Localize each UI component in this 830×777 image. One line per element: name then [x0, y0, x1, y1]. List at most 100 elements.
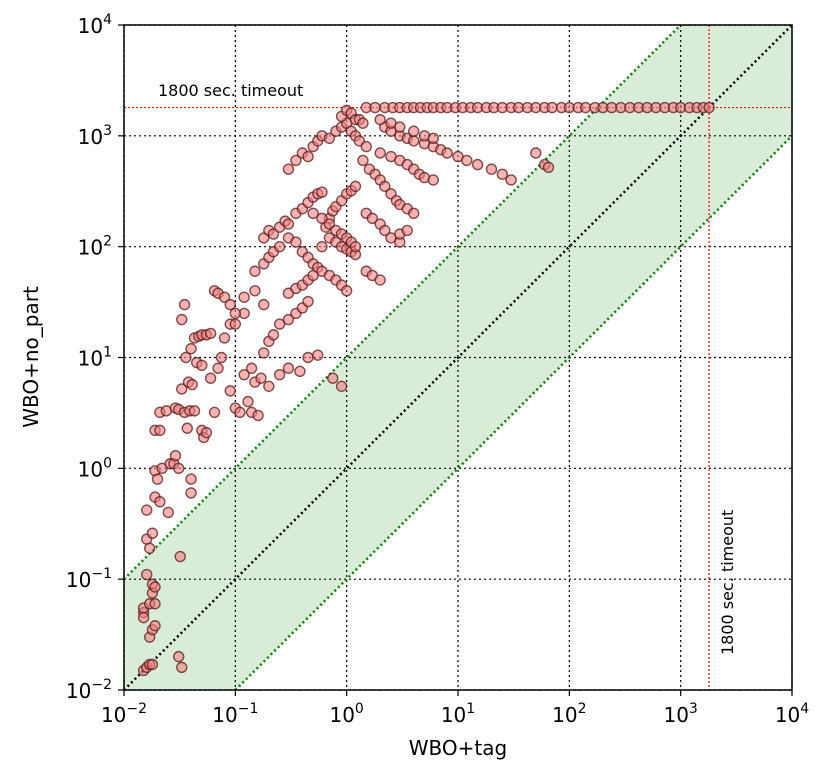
data-point: [307, 207, 319, 220]
x-tick-label: 102: [552, 701, 586, 727]
data-point: [316, 240, 328, 253]
data-point: [162, 506, 175, 519]
data-point: [349, 240, 362, 253]
data-point: [224, 385, 236, 397]
data-point: [180, 351, 192, 364]
data-point: [496, 168, 509, 180]
x-tick-label: 104: [775, 701, 809, 727]
data-point: [357, 117, 369, 129]
data-point: [335, 380, 348, 392]
data-point: [282, 218, 295, 230]
data-point: [379, 180, 391, 193]
data-point: [394, 121, 406, 133]
data-point: [366, 212, 379, 225]
x-axis-label: WBO+tag: [409, 736, 507, 760]
data-point: [357, 154, 369, 167]
y-tick-label: 100: [78, 455, 112, 481]
data-point: [374, 147, 386, 159]
data-point: [542, 161, 555, 174]
data-point: [174, 550, 186, 563]
diagonal-line: [123, 24, 793, 691]
y-axis-ticks: 10−2 10−1 100 101 102 103 104: [66, 12, 124, 703]
data-point: [238, 368, 250, 381]
data-point: [316, 212, 328, 225]
data-point: [273, 368, 286, 381]
data-point: [173, 462, 185, 475]
data-point: [312, 349, 324, 361]
x-tick-label: 101: [441, 701, 475, 727]
data-point: [218, 291, 231, 303]
data-point: [146, 527, 159, 539]
y-axis-label: WBO+no_part: [19, 286, 43, 428]
y-tick-label: 10−2: [66, 677, 112, 703]
data-point: [238, 291, 250, 303]
band-lower-line: [234, 134, 793, 691]
y-tick-label: 104: [78, 12, 112, 38]
data-point: [154, 424, 166, 437]
data-point: [282, 362, 295, 374]
data-point: [208, 406, 221, 419]
data-point: [229, 307, 242, 320]
data-point: [169, 450, 182, 462]
data-point: [273, 240, 286, 253]
data-point: [302, 351, 314, 364]
data-point: [258, 347, 270, 359]
data-point: [149, 620, 161, 632]
data-point: [137, 611, 150, 624]
data-point: [176, 313, 188, 326]
data-point: [441, 147, 453, 159]
data-point: [196, 359, 208, 372]
data-point: [255, 372, 267, 384]
data-point: [178, 298, 191, 311]
data-point: [242, 395, 254, 408]
data-point: [188, 405, 201, 417]
data-point: [224, 298, 236, 311]
data-point: [530, 147, 542, 159]
data-point: [546, 101, 558, 114]
data-point: [218, 332, 231, 344]
data-point: [185, 343, 197, 355]
data-point: [263, 380, 275, 392]
data-point: [290, 236, 302, 248]
timeout-label-horizontal: 1800 sec. timeout: [158, 81, 303, 100]
x-tick-label: 10−1: [212, 701, 258, 727]
data-point: [173, 650, 185, 663]
data-point: [349, 180, 362, 193]
data-point: [374, 274, 386, 286]
data-point: [323, 132, 336, 145]
data-point: [401, 224, 413, 237]
x-tick-label: 10−2: [101, 701, 147, 727]
data-point: [249, 265, 261, 277]
data-point: [407, 125, 420, 137]
data-point: [369, 101, 381, 114]
data-point: [185, 487, 197, 499]
x-tick-label: 100: [329, 701, 363, 727]
data-point: [267, 329, 280, 341]
data-point: [185, 473, 197, 485]
data-point: [141, 568, 153, 581]
data-point: [141, 504, 153, 516]
data-point: [176, 661, 188, 674]
data-point: [229, 318, 242, 330]
data-point: [143, 542, 156, 554]
data-point: [360, 140, 372, 153]
x-tick-label: 103: [663, 701, 697, 727]
data-points: [137, 101, 715, 677]
data-point: [703, 101, 715, 114]
data-point: [327, 372, 339, 384]
data-point: [258, 298, 270, 311]
data-point: [200, 426, 213, 439]
data-point: [249, 285, 261, 297]
data-point: [407, 135, 420, 147]
data-point: [267, 228, 280, 240]
data-point: [204, 372, 217, 384]
y-tick-label: 103: [78, 123, 112, 149]
data-point: [427, 132, 440, 145]
data-point: [471, 158, 484, 171]
data-point: [151, 473, 164, 485]
data-point: [374, 113, 386, 126]
data-point: [176, 383, 188, 395]
data-point: [461, 154, 473, 167]
data-point: [154, 495, 166, 508]
data-point: [149, 581, 161, 593]
